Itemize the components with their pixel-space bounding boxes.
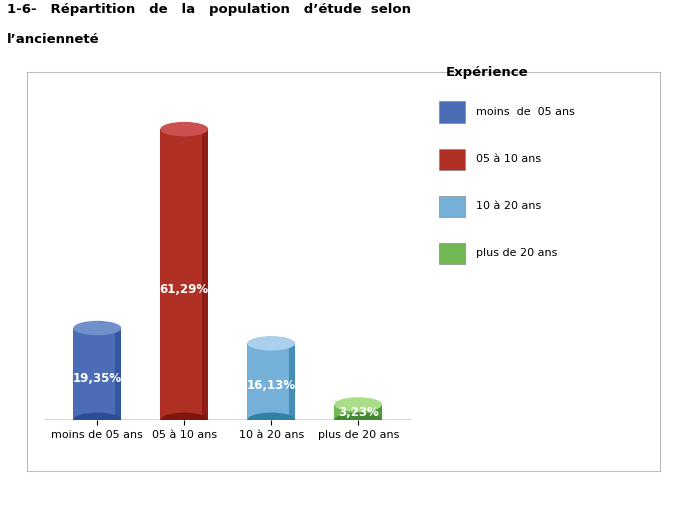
Text: 1-6-   Répartition   de   la   population   d’étude  selon: 1-6- Répartition de la population d’étud… — [7, 3, 411, 15]
Text: 05 à 10 ans: 05 à 10 ans — [476, 154, 541, 164]
Bar — [202, 129, 208, 420]
Ellipse shape — [248, 336, 295, 351]
Ellipse shape — [160, 413, 208, 427]
Text: 3,23%: 3,23% — [338, 407, 379, 419]
Bar — [376, 404, 382, 420]
Ellipse shape — [335, 413, 382, 427]
Text: l’ancienneté: l’ancienneté — [7, 33, 99, 46]
Bar — [115, 328, 121, 420]
Polygon shape — [45, 420, 424, 431]
Bar — [160, 129, 208, 420]
Text: 61,29%: 61,29% — [160, 283, 209, 295]
FancyBboxPatch shape — [439, 148, 465, 170]
FancyBboxPatch shape — [439, 196, 465, 217]
Text: 10 à 20 ans: 10 à 20 ans — [476, 201, 541, 211]
Text: 16,13%: 16,13% — [247, 379, 296, 392]
FancyBboxPatch shape — [439, 243, 465, 264]
Text: moins  de  05 ans: moins de 05 ans — [476, 107, 575, 117]
FancyBboxPatch shape — [439, 101, 465, 123]
Ellipse shape — [248, 413, 295, 427]
Text: plus de 20 ans: plus de 20 ans — [476, 248, 558, 259]
Text: Expérience: Expérience — [446, 66, 528, 79]
Bar — [73, 328, 121, 420]
Text: 19,35%: 19,35% — [73, 372, 122, 385]
Bar — [289, 344, 295, 420]
Ellipse shape — [160, 122, 208, 136]
Bar — [248, 344, 295, 420]
Ellipse shape — [73, 321, 121, 335]
Ellipse shape — [335, 397, 382, 412]
Ellipse shape — [73, 413, 121, 427]
Bar — [335, 404, 382, 420]
